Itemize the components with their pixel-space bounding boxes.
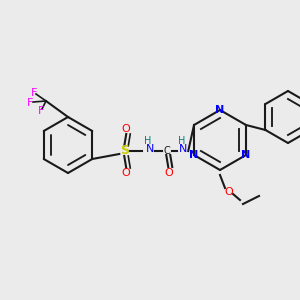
Text: N: N xyxy=(179,144,188,154)
Text: O: O xyxy=(122,168,130,178)
Text: C: C xyxy=(164,146,171,156)
Text: F: F xyxy=(31,88,37,98)
Text: N: N xyxy=(242,150,250,160)
Text: O: O xyxy=(122,124,130,134)
Text: F: F xyxy=(27,98,33,108)
Text: O: O xyxy=(165,168,174,178)
Text: H: H xyxy=(178,136,185,146)
Text: S: S xyxy=(120,145,129,158)
Text: O: O xyxy=(225,187,233,197)
Text: H: H xyxy=(144,136,151,146)
Text: N: N xyxy=(189,150,199,160)
Text: N: N xyxy=(146,144,154,154)
Text: N: N xyxy=(215,105,225,115)
Text: F: F xyxy=(38,106,44,116)
